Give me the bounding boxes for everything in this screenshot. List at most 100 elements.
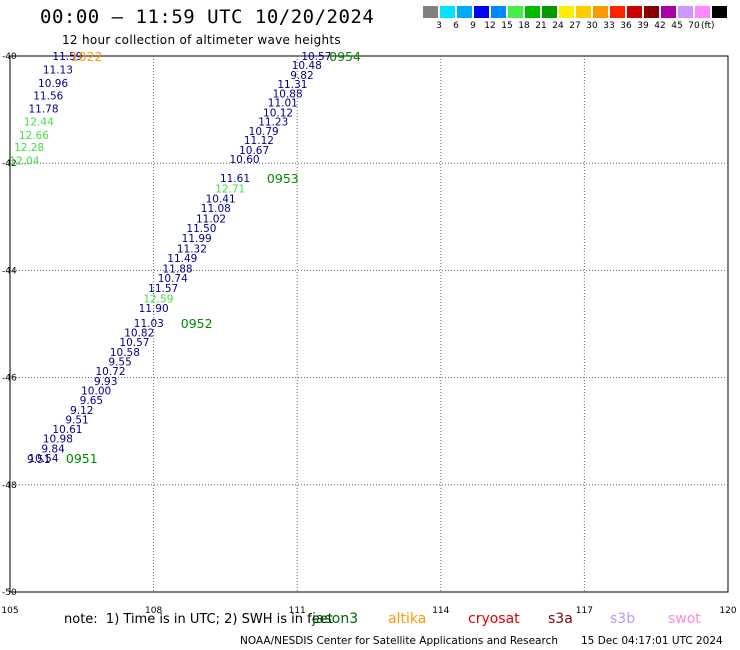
swh-point-label: 10.67 bbox=[239, 145, 269, 157]
legend-labels: 3 6 9 12 15 18 21 24 27 30 33 36 39 42 45 70 (ft) bbox=[422, 19, 728, 31]
swh-point-label: 10.74 bbox=[158, 273, 188, 285]
legend-value-label: 24 bbox=[552, 21, 564, 31]
swh-point-label: 11.50 bbox=[186, 223, 216, 235]
legend-value-label: 18 bbox=[518, 21, 530, 31]
chart-subtitle: 12 hour collection of altimeter wave hei… bbox=[62, 33, 341, 47]
legend-color-box bbox=[660, 5, 677, 19]
x-tick-label: 108 bbox=[145, 606, 162, 616]
swh-point-label: 10.58 bbox=[110, 347, 140, 359]
legend-color-box bbox=[524, 5, 541, 19]
swh-point-label: 10.57 bbox=[119, 337, 149, 349]
swh-point-label: 9.55 bbox=[108, 357, 131, 369]
swh-point-label: 12.28 bbox=[14, 142, 44, 154]
plot-frame bbox=[9, 55, 729, 593]
swh-point-label: 12.59 bbox=[143, 293, 173, 305]
swh-point-label: 11.99 bbox=[182, 233, 212, 245]
plot-border bbox=[9, 55, 729, 593]
swh-point-label: 11.31 bbox=[277, 79, 307, 91]
swh-point-label: 10.00 bbox=[81, 385, 111, 397]
swh-point-label: 11.78 bbox=[28, 104, 58, 116]
swh-point-label: 11.90 bbox=[139, 303, 169, 315]
swh-point-label: 9.82 bbox=[290, 70, 313, 82]
swh-point-label: 11.23 bbox=[258, 116, 288, 128]
legend-color-box bbox=[558, 5, 575, 19]
legend-unit-label: (ft) bbox=[701, 21, 715, 31]
swh-point-label: 9.51 bbox=[65, 414, 88, 426]
legend-value-label: 45 bbox=[671, 21, 683, 31]
swh-point-label: 11.59 bbox=[52, 51, 82, 63]
pass-time-tag: 0951 bbox=[66, 451, 98, 466]
swh-point-label: 12.04 bbox=[9, 156, 39, 168]
swh-point-label: 10.48 bbox=[292, 60, 322, 72]
legend-value-label: 30 bbox=[586, 21, 598, 31]
footer-credit: NOAA/NESDIS Center for Satellite Applica… bbox=[240, 635, 558, 647]
grid-lines bbox=[10, 56, 728, 592]
satellite-legend-s3a: s3a bbox=[548, 611, 573, 627]
swh-point-label: 10.72 bbox=[95, 366, 125, 378]
x-tick-label: 120 bbox=[719, 606, 736, 616]
swh-point-label: 10.60 bbox=[230, 154, 260, 166]
color-legend: 3 6 9 12 15 18 21 24 27 30 33 36 39 42 45 70 (ft) bbox=[422, 5, 728, 31]
swh-point-label: 11.13 bbox=[43, 64, 73, 76]
x-tick-label: 117 bbox=[576, 606, 593, 616]
legend-color-box bbox=[711, 5, 728, 19]
legend-color-box bbox=[609, 5, 626, 19]
satellite-legend-cryosat: cryosat bbox=[468, 611, 520, 627]
swh-point-label: 11.12 bbox=[244, 135, 274, 147]
satellite-legend-s3b: s3b bbox=[610, 611, 636, 627]
legend-color-box bbox=[473, 5, 490, 19]
legend-color-box bbox=[643, 5, 660, 19]
legend-value-label: 33 bbox=[603, 21, 615, 31]
swh-point-label: 10.41 bbox=[206, 194, 236, 206]
legend-color-box bbox=[456, 5, 473, 19]
swh-point-label: 11.32 bbox=[177, 243, 207, 255]
satellite-legend-jason3: jason3 bbox=[312, 611, 359, 627]
swh-point-label: 9.51 bbox=[27, 454, 50, 466]
swh-point-label: 11.57 bbox=[148, 283, 178, 295]
swh-point-label: 11.56 bbox=[33, 91, 63, 103]
legend-value-label: 6 bbox=[453, 21, 459, 31]
swh-point-label: 12.44 bbox=[24, 116, 54, 128]
swh-point-label: 10.82 bbox=[124, 328, 154, 340]
legend-value-label: 36 bbox=[620, 21, 632, 31]
y-tick-label: -44 bbox=[2, 266, 17, 276]
swh-point-label: 11.03 bbox=[134, 318, 164, 330]
chart-title: 00:00 – 11:59 UTC 10/20/2024 bbox=[40, 6, 375, 28]
swh-point-label: 10.98 bbox=[43, 434, 73, 446]
y-tick-label: -50 bbox=[2, 588, 17, 598]
swh-point-label: 10.61 bbox=[52, 424, 82, 436]
swh-point-label: 11.88 bbox=[163, 263, 193, 275]
swh-point-label: 11.49 bbox=[167, 253, 197, 265]
swh-point-label: 11.01 bbox=[268, 98, 298, 110]
swh-point-label: 9.12 bbox=[70, 405, 93, 417]
legend-value-label: 3 bbox=[436, 21, 442, 31]
swh-point-label: 10.54 bbox=[28, 453, 58, 465]
footer-timestamp: 15 Dec 04:17:01 UTC 2024 bbox=[581, 635, 723, 647]
legend-value-label: 39 bbox=[637, 21, 649, 31]
satellite-legend-swot: swot bbox=[668, 611, 701, 627]
legend-color-box bbox=[575, 5, 592, 19]
note-text: note: 1) Time is in UTC; 2) SWH is in fe… bbox=[64, 612, 333, 627]
legend-color-boxes bbox=[422, 5, 728, 19]
pass-time-tag: 0953 bbox=[267, 171, 299, 186]
swh-point-label: 11.02 bbox=[196, 213, 226, 225]
legend-value-label: 15 bbox=[501, 21, 513, 31]
swh-point-label: 10.57 bbox=[301, 51, 331, 63]
swh-point-label: 10.79 bbox=[249, 126, 279, 138]
satellite-legend: jason3 altika cryosat s3a s3b swot bbox=[0, 611, 740, 629]
x-tick-label: 105 bbox=[1, 606, 18, 616]
legend-color-box bbox=[507, 5, 524, 19]
y-tick-label: -40 bbox=[2, 52, 17, 62]
pass-time-tag: 0952 bbox=[181, 316, 213, 331]
legend-color-box bbox=[626, 5, 643, 19]
legend-color-box bbox=[490, 5, 507, 19]
legend-value-label: 9 bbox=[470, 21, 476, 31]
swh-point-label: 11.08 bbox=[201, 203, 231, 215]
x-tick-label: 111 bbox=[289, 606, 306, 616]
x-tick-label: 114 bbox=[432, 606, 449, 616]
axis-ticks: 105 108 111 114 117 120 -40 -42 -44 -46 -48 -50 bbox=[1, 52, 736, 616]
y-tick-label: -46 bbox=[2, 374, 17, 384]
legend-color-box bbox=[422, 5, 439, 19]
